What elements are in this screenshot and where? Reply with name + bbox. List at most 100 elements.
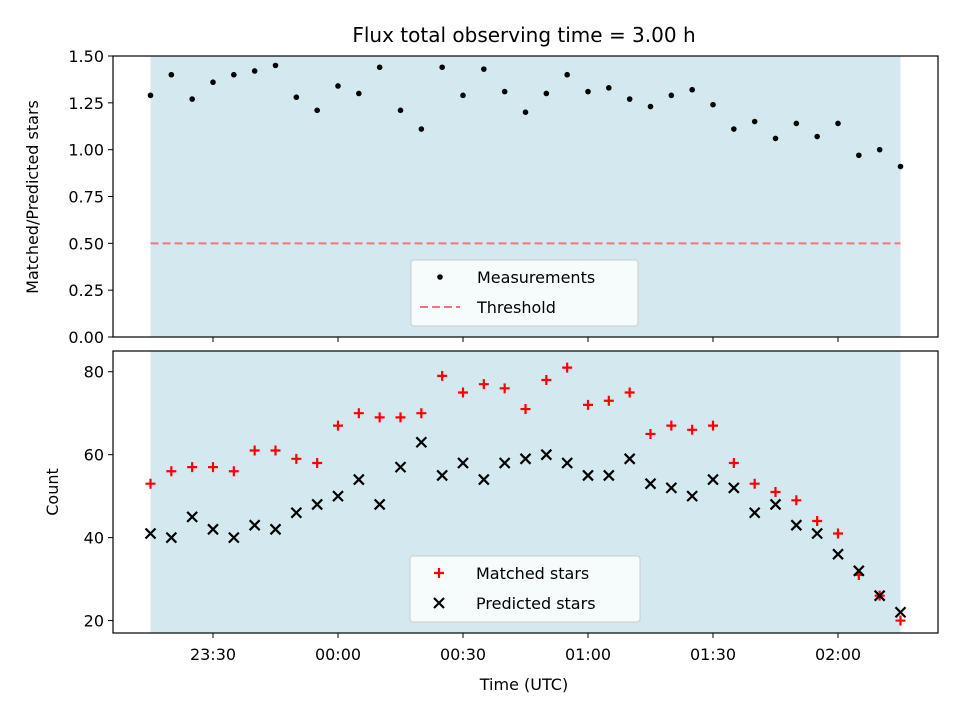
measurement-point bbox=[668, 92, 675, 99]
measurement-point bbox=[543, 90, 550, 97]
matched-star-point bbox=[145, 478, 156, 489]
matched-star-point bbox=[562, 362, 573, 373]
matched-star-point bbox=[541, 375, 552, 386]
predicted-star-point bbox=[353, 473, 365, 486]
bottom-legend-box bbox=[409, 555, 641, 623]
measurement-point bbox=[501, 88, 508, 95]
x-tick-label: 00:00 bbox=[315, 645, 361, 664]
matched-star-point bbox=[374, 412, 385, 423]
predicted-star-point bbox=[603, 469, 615, 482]
x-tick-label: 23:30 bbox=[190, 645, 236, 664]
legend-predicted-marker bbox=[433, 597, 445, 609]
predicted-star-point bbox=[311, 498, 323, 511]
x-axis-label: Time (UTC) bbox=[479, 675, 568, 694]
predicted-star-point bbox=[373, 498, 386, 511]
top-panel: 0.00 0.25 0.50 0.75 1.00 1.25 1.50 Measurements… bbox=[68, 47, 939, 347]
predicted-star-point bbox=[623, 453, 636, 465]
bottom-y-tick-label: 80 bbox=[84, 363, 104, 382]
measurement-point bbox=[710, 101, 716, 108]
chart-title: Flux total observing time = 3.00 h bbox=[352, 23, 695, 47]
top-axes-frame bbox=[112, 55, 939, 338]
bottom-y-tick-label: 40 bbox=[84, 529, 104, 548]
matched-star-point bbox=[395, 412, 406, 423]
top-y-axis-label: Matched/Predicted stars bbox=[23, 100, 42, 294]
predicted-star-point bbox=[144, 527, 157, 540]
x-tick-label: 01:00 bbox=[565, 645, 611, 664]
top-y-tick-label: 0.25 bbox=[68, 281, 104, 300]
matched-star-point bbox=[687, 424, 698, 435]
top-y-tick-label: 1.50 bbox=[68, 47, 104, 66]
measurement-point bbox=[168, 71, 175, 78]
matched-star-point bbox=[353, 408, 364, 419]
top-y-tick-label: 1.25 bbox=[68, 94, 104, 113]
matched-star-point bbox=[499, 383, 510, 394]
measurement-point bbox=[439, 64, 445, 71]
predicted-star-point bbox=[165, 531, 178, 544]
predicted-star-point bbox=[394, 461, 407, 473]
bottom-y-axis-label: Count bbox=[43, 468, 62, 516]
predicted-star-point bbox=[332, 490, 344, 502]
measurement-point bbox=[564, 71, 570, 78]
measurement-point bbox=[376, 64, 383, 71]
x-tick-label: 00:30 bbox=[440, 645, 486, 664]
predicted-star-point bbox=[832, 548, 844, 560]
matched-star-point bbox=[312, 457, 323, 468]
measurement-point bbox=[397, 107, 404, 114]
matched-star-point bbox=[249, 445, 260, 456]
measurement-point bbox=[793, 120, 800, 127]
bottom-axes-frame bbox=[112, 350, 939, 634]
matched-star-point bbox=[187, 462, 198, 473]
predicted-star-point bbox=[540, 448, 553, 461]
predicted-star-point bbox=[561, 457, 573, 469]
predicted-star-point bbox=[790, 519, 803, 531]
predicted-star-point bbox=[728, 482, 740, 494]
x-tick-label: 02:00 bbox=[815, 645, 861, 664]
matched-star-point bbox=[770, 487, 781, 497]
legend-predicted-label: Predicted stars bbox=[476, 594, 596, 613]
measurement-point bbox=[460, 92, 466, 99]
predicted-star-point bbox=[853, 565, 865, 577]
measurement-point bbox=[876, 146, 883, 153]
predicted-star-point bbox=[748, 506, 761, 519]
measurement-point bbox=[314, 107, 320, 114]
matched-star-point bbox=[270, 445, 281, 456]
matched-star-point bbox=[624, 387, 635, 398]
bottom-y-tick-label: 60 bbox=[84, 446, 104, 465]
measurement-point bbox=[751, 118, 758, 125]
measurement-point bbox=[689, 86, 695, 93]
matched-star-point bbox=[166, 466, 177, 477]
measurement-point bbox=[189, 96, 195, 102]
matched-star-point bbox=[603, 395, 614, 406]
predicted-star-point bbox=[894, 606, 907, 619]
predicted-star-point bbox=[644, 477, 657, 490]
measurement-point bbox=[606, 85, 612, 91]
predicted-star-point bbox=[290, 506, 303, 519]
measurement-point bbox=[814, 133, 820, 140]
measurement-point bbox=[772, 135, 779, 142]
predicted-star-point bbox=[873, 589, 886, 602]
x-tick-label: 01:30 bbox=[690, 645, 736, 664]
measurement-point bbox=[585, 88, 591, 95]
matched-star-point bbox=[645, 428, 656, 439]
predicted-star-point bbox=[519, 453, 532, 465]
matched-star-point bbox=[708, 420, 718, 431]
matched-star-point bbox=[437, 370, 448, 381]
matched-star-point bbox=[666, 420, 677, 431]
measurement-point bbox=[418, 126, 425, 132]
predicted-star-point bbox=[811, 527, 823, 540]
matched-star-point bbox=[333, 420, 343, 431]
measurement-point bbox=[897, 163, 904, 170]
matched-star-point bbox=[208, 462, 218, 473]
matched-star-point bbox=[749, 478, 760, 489]
matched-star-point bbox=[291, 453, 302, 464]
predicted-star-point bbox=[436, 469, 448, 482]
measurement-point bbox=[522, 109, 529, 115]
predicted-star-point bbox=[207, 523, 219, 536]
matched-star-point bbox=[458, 387, 468, 398]
predicted-star-point bbox=[478, 473, 490, 486]
predicted-star-point bbox=[769, 498, 782, 511]
measurement-point bbox=[147, 92, 154, 99]
measurement-point bbox=[647, 103, 654, 110]
predicted-star-point bbox=[665, 482, 678, 494]
